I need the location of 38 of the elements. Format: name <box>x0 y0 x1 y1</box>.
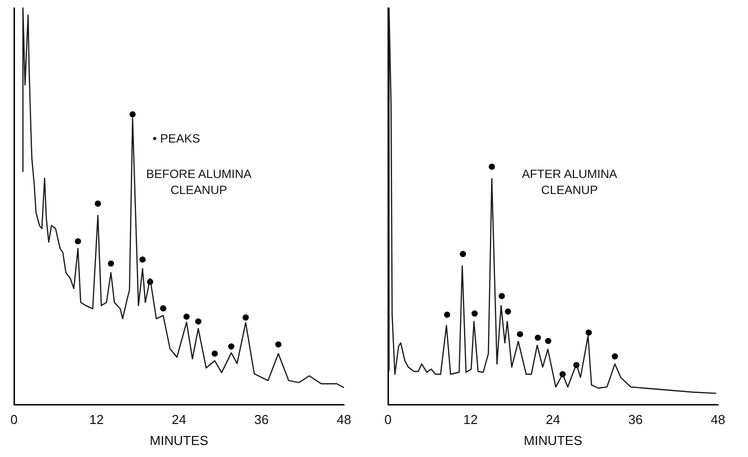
annotation: AFTER ALUMINA CLEANUP <box>522 166 618 197</box>
point <box>275 341 282 348</box>
point <box>545 338 552 344</box>
point <box>242 314 249 321</box>
annotation: • PEAKS <box>152 131 200 146</box>
point <box>488 164 495 170</box>
x-tick-label: 12 <box>89 412 104 428</box>
point <box>139 256 146 263</box>
point <box>183 314 190 320</box>
point <box>586 329 592 336</box>
point <box>612 353 618 360</box>
x-tick-label: 24 <box>172 412 186 428</box>
point <box>498 292 505 300</box>
annotation: BEFORE ALUMINA CLEANUP <box>146 166 252 197</box>
x-tick-label: 24 <box>546 412 560 428</box>
x-tick-label: 0 <box>10 412 18 428</box>
point <box>94 200 101 207</box>
point <box>534 334 541 341</box>
x-tick-label: 36 <box>628 412 643 428</box>
point <box>160 305 166 312</box>
point <box>195 318 202 325</box>
x-tick-label: 0 <box>384 412 392 428</box>
point <box>516 331 524 338</box>
x-tick-label: 36 <box>254 412 269 428</box>
point <box>444 312 450 318</box>
x-tick-label: 12 <box>463 412 478 428</box>
point <box>504 308 512 315</box>
point <box>228 343 234 350</box>
point <box>129 111 136 118</box>
x-tick-label: 48 <box>336 412 352 428</box>
point <box>108 260 114 267</box>
point <box>74 238 82 244</box>
point <box>460 250 466 258</box>
x-axis-title: MINUTES <box>150 432 209 448</box>
point <box>212 350 218 357</box>
point <box>472 310 478 317</box>
x-axis-title: MINUTES <box>524 432 583 448</box>
x-tick-label: 48 <box>710 412 726 428</box>
